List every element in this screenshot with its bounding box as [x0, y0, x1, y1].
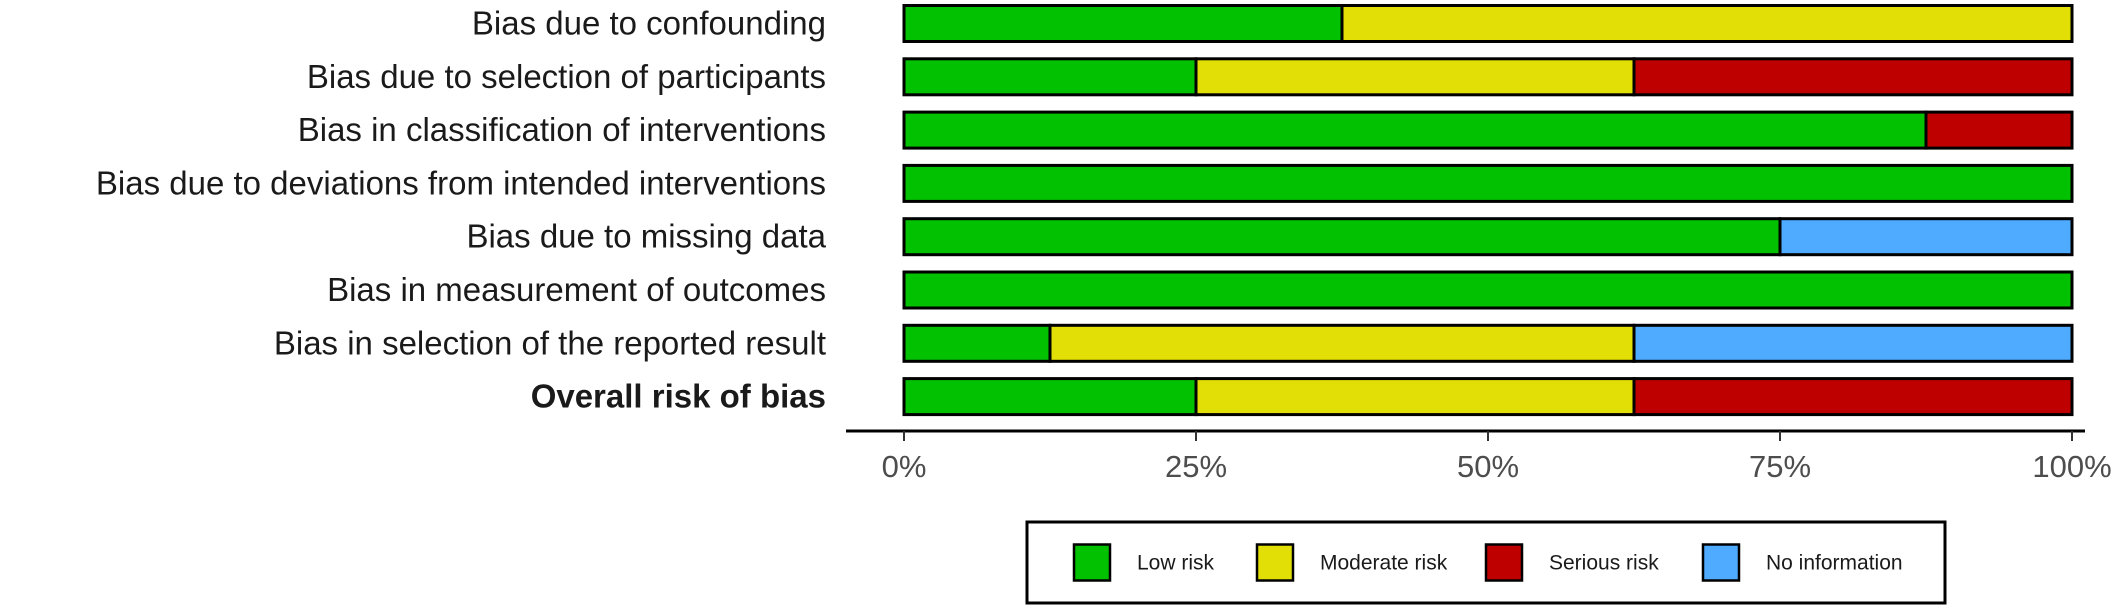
bar-segment-serious-risk-bias-due-to-selection-of-participants	[1632, 57, 2074, 97]
legend-label-low-risk: Low risk	[1137, 552, 1215, 575]
domain-label-overall-risk-of-bias: Overall risk of bias	[531, 378, 826, 415]
x-tick-label: 50%	[1457, 449, 1519, 484]
bar-segment-no-information-bias-due-to-missing-data	[1778, 217, 2074, 257]
x-tick-label: 75%	[1749, 449, 1811, 484]
x-axis: 0% 25% 50% 75% 100%	[846, 429, 2112, 484]
legend: Low risk Moderate risk Serious risk No info…	[1025, 520, 1947, 605]
bar-segment-moderate-risk-overall-risk-of-bias	[1194, 377, 1636, 417]
domain-label-bias-in-selection-of-the-reported-result: Bias in selection of the reported result	[274, 324, 826, 361]
x-tick-label: 25%	[1165, 449, 1227, 484]
bar-segment-serious-risk-bias-in-classification-of-interventions	[1924, 110, 2074, 150]
bar-segment-serious-risk-overall-risk-of-bias	[1632, 377, 2074, 417]
domain-label-bias-due-to-selection-of-participants: Bias due to selection of participants	[307, 58, 826, 95]
legend-swatch-moderate-risk	[1255, 543, 1295, 582]
bar-segment-low-risk-overall-risk-of-bias	[902, 377, 1198, 417]
stacked-bars	[902, 4, 2074, 417]
domain-label-bias-in-measurement-of-outcomes: Bias in measurement of outcomes	[327, 271, 826, 308]
bar-segment-low-risk-bias-in-selection-of-the-reported-result	[902, 323, 1052, 363]
bar-segment-low-risk-bias-due-to-missing-data	[902, 217, 1782, 257]
bar-segment-low-risk-bias-due-to-selection-of-participants	[902, 57, 1198, 97]
domain-label-bias-due-to-missing-data: Bias due to missing data	[466, 218, 826, 255]
bar-segment-no-information-bias-in-selection-of-the-reported-result	[1632, 323, 2074, 363]
x-tick-label: 100%	[2032, 449, 2111, 484]
legend-swatch-low-risk	[1072, 543, 1112, 582]
bar-segment-low-risk-bias-in-classification-of-interventions	[902, 110, 1928, 150]
legend-label-serious-risk: Serious risk	[1549, 552, 1659, 575]
legend-swatch-serious-risk	[1484, 543, 1524, 582]
bar-segment-low-risk-bias-in-measurement-of-outcomes	[902, 270, 2074, 310]
domain-labels: Bias due to confounding Bias due to selec…	[96, 5, 827, 415]
domain-label-bias-due-to-deviations-from-intended-interventions: Bias due to deviations from intended int…	[96, 164, 826, 201]
domain-label-bias-in-classification-of-interventions: Bias in classification of interventions	[298, 111, 826, 148]
x-tick-label: 0%	[882, 449, 927, 484]
legend-label-moderate-risk: Moderate risk	[1320, 552, 1448, 575]
bar-segment-moderate-risk-bias-due-to-selection-of-participants	[1194, 57, 1636, 97]
bar-segment-low-risk-bias-due-to-confounding	[902, 4, 1344, 43]
domain-label-bias-due-to-confounding: Bias due to confounding	[472, 5, 826, 42]
legend-label-no-information: No information	[1766, 552, 1903, 575]
bar-segment-moderate-risk-bias-due-to-confounding	[1340, 4, 2074, 43]
bar-segment-low-risk-bias-due-to-deviations-from-intended-interventions	[902, 163, 2074, 203]
legend-box	[1025, 520, 1947, 605]
bar-segment-moderate-risk-bias-in-selection-of-the-reported-result	[1048, 323, 1636, 363]
legend-swatch-no-information	[1701, 543, 1741, 582]
